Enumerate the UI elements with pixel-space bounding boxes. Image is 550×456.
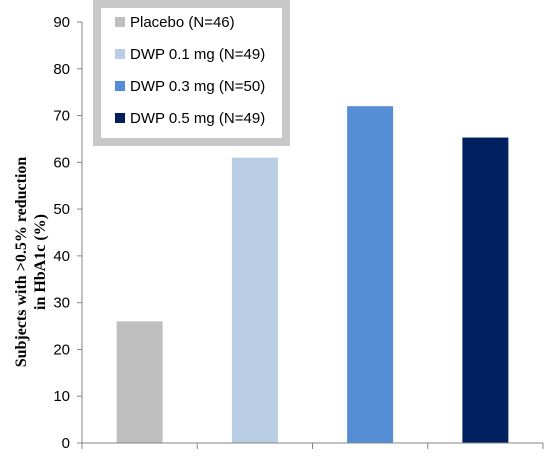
y-tick-label: 0 — [62, 435, 70, 452]
legend-swatch-2 — [115, 49, 125, 59]
y-axis-title-line: Subjects with >0.5% reduction — [13, 157, 30, 368]
bar-1 — [116, 321, 163, 443]
y-tick-label: 40 — [53, 248, 70, 265]
legend: Placebo (N=46) DWP 0.1 mg (N=49) DWP 0.3 m… — [93, 0, 290, 146]
y-tick-label: 20 — [53, 341, 70, 358]
y-axis-title-line: in HbA1c (%) — [32, 214, 49, 310]
axes: 0 10 20 30 40 50 60 70 80 90 — [53, 14, 544, 452]
bar-2 — [231, 157, 278, 443]
y-tick-label: 50 — [53, 201, 70, 218]
y-tick-label: 70 — [53, 108, 70, 125]
y-tick-label: 10 — [53, 388, 70, 405]
legend-frame — [93, 0, 290, 146]
legend-label-3: DWP 0.3 mg (N=50) — [130, 78, 265, 95]
y-axis-title: Subjects with >0.5% reduction in HbA1c (%… — [13, 157, 49, 368]
bars — [116, 106, 509, 443]
y-tick-label: 90 — [53, 14, 70, 31]
y-tick-label: 60 — [53, 154, 70, 171]
legend-swatch-3 — [115, 81, 125, 91]
y-tick-label: 30 — [53, 295, 70, 312]
legend-swatch-1 — [115, 17, 125, 27]
legend-label-4: DWP 0.5 mg (N=49) — [130, 110, 265, 127]
legend-label-1: Placebo (N=46) — [130, 14, 235, 31]
bar-4 — [462, 137, 509, 443]
y-tick-label: 80 — [53, 61, 70, 78]
legend-label-2: DWP 0.1 mg (N=49) — [130, 46, 265, 63]
bar-3 — [347, 106, 394, 443]
legend-swatch-4 — [115, 113, 125, 123]
y-axis-title-text: Subjects with >0.5% reduction in HbA1c (%… — [13, 157, 49, 368]
